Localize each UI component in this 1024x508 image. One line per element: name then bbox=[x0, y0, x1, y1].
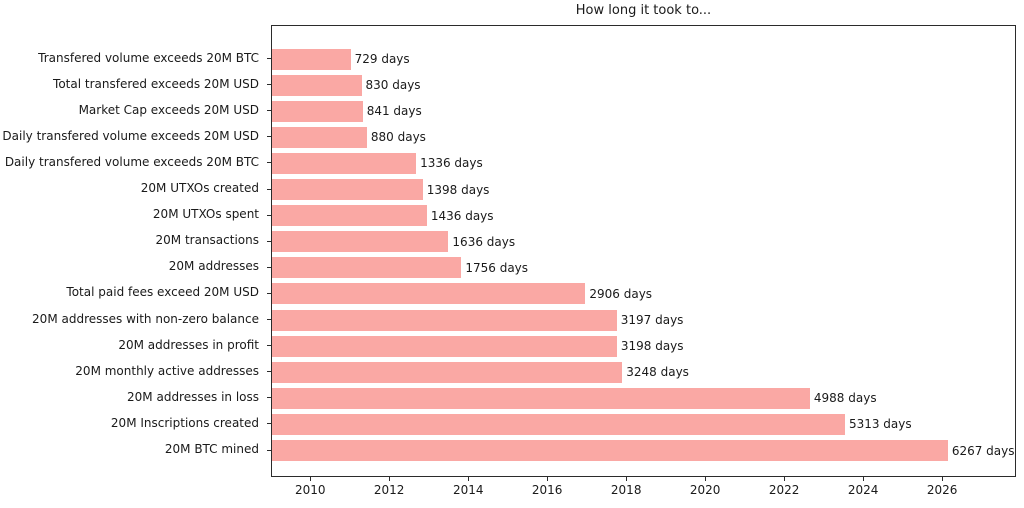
y-tick-mark bbox=[267, 136, 271, 138]
category-label: 20M UTXOs created bbox=[140, 181, 259, 195]
x-tick-mark bbox=[784, 477, 786, 481]
bar bbox=[272, 152, 417, 174]
bar-value-label: 1436 days bbox=[430, 208, 494, 223]
y-tick-mark bbox=[267, 58, 271, 59]
bar bbox=[272, 413, 845, 435]
y-tick-mark bbox=[267, 449, 271, 451]
bar-value-label: 5313 days bbox=[848, 417, 912, 432]
y-tick-mark bbox=[267, 423, 271, 425]
x-tick-label: 2010 bbox=[294, 483, 326, 497]
y-tick-mark bbox=[267, 266, 271, 268]
y-tick-mark bbox=[267, 292, 271, 294]
bar-value-label: 880 days bbox=[370, 130, 426, 145]
bar-value-label: 729 days bbox=[354, 52, 410, 66]
y-tick-mark bbox=[267, 188, 271, 190]
x-tick-label: 2012 bbox=[373, 483, 405, 497]
bar-value-label: 841 days bbox=[366, 104, 422, 119]
y-tick-mark bbox=[267, 319, 271, 320]
category-label: Transfered volume exceeds 20M BTC bbox=[38, 50, 259, 65]
bar-value-label: 3248 days bbox=[626, 365, 689, 380]
bar bbox=[272, 440, 948, 461]
category-label: 20M addresses with non-zero balance bbox=[32, 311, 259, 326]
bar bbox=[272, 335, 617, 357]
category-label: 20M BTC mined bbox=[164, 442, 259, 456]
bar-value-label: 2906 days bbox=[589, 286, 653, 301]
x-tick-mark bbox=[547, 477, 549, 481]
x-tick-label: 2022 bbox=[768, 483, 800, 497]
bar bbox=[272, 100, 363, 122]
x-tick-mark bbox=[468, 477, 470, 481]
bar bbox=[272, 283, 586, 305]
y-tick-mark bbox=[267, 371, 271, 373]
x-tick-mark bbox=[942, 477, 944, 481]
bar-value-label: 1336 days bbox=[420, 156, 483, 171]
bar bbox=[272, 48, 351, 70]
x-tick-mark bbox=[705, 477, 707, 481]
x-tick-label: 2016 bbox=[531, 483, 563, 497]
category-label: Daily transfered volume exceeds 20M BTC bbox=[4, 154, 259, 169]
y-tick-mark bbox=[267, 214, 271, 216]
y-tick-mark bbox=[267, 162, 271, 164]
x-tick-label: 2018 bbox=[610, 483, 642, 497]
bar-value-label: 830 days bbox=[365, 78, 421, 93]
bar bbox=[272, 387, 810, 409]
bar-value-label: 4988 days bbox=[813, 391, 877, 406]
bar bbox=[272, 309, 617, 331]
x-tick-mark bbox=[626, 477, 628, 481]
x-tick-label: 2024 bbox=[847, 483, 879, 497]
bar bbox=[272, 361, 623, 383]
bar-value-label: 6267 days bbox=[951, 443, 1015, 458]
category-label: Total transfered exceeds 20M USD bbox=[53, 76, 259, 91]
category-label: 20M UTXOs spent bbox=[152, 207, 259, 222]
bar bbox=[272, 257, 462, 279]
bar-value-label: 3197 days bbox=[620, 313, 684, 327]
y-tick-mark bbox=[267, 240, 271, 242]
bar-value-label: 1398 days bbox=[426, 182, 490, 197]
y-tick-mark bbox=[267, 110, 271, 112]
bar-value-label: 1636 days bbox=[452, 234, 516, 249]
x-tick-mark bbox=[863, 477, 865, 481]
plot-area: 729 days 830 days 841 days 880 days 1336 day… bbox=[271, 25, 1016, 477]
category-label: Market Cap exceeds 20M USD bbox=[78, 102, 259, 117]
bar bbox=[272, 205, 427, 227]
x-axis-ticks: 2010 2012 2014 2016 2018 2020 2022 2024 2026 bbox=[271, 477, 1016, 505]
y-axis-labels: Transfered volume exceeds 20M BTC Total t… bbox=[0, 0, 271, 508]
x-tick-mark bbox=[389, 477, 391, 481]
x-tick-label: 2020 bbox=[689, 483, 721, 497]
bar-value-label: 1756 days bbox=[465, 260, 529, 275]
category-label: 20M monthly active addresses bbox=[75, 363, 259, 378]
bar bbox=[272, 231, 449, 253]
category-label: 20M Inscriptions created bbox=[110, 415, 259, 430]
category-label: 20M addresses bbox=[168, 259, 259, 274]
x-tick-mark bbox=[310, 477, 312, 481]
category-label: Daily transfered volume exceeds 20M USD bbox=[2, 128, 259, 143]
bar bbox=[272, 74, 362, 96]
category-label: 20M transactions bbox=[155, 233, 259, 248]
x-tick-label: 2014 bbox=[452, 483, 484, 497]
bar-value-label: 3198 days bbox=[620, 339, 684, 354]
bar bbox=[272, 126, 367, 148]
category-label: 20M addresses in loss bbox=[127, 389, 259, 404]
y-tick-mark bbox=[267, 84, 271, 86]
chart-title: How long it took to... bbox=[575, 3, 712, 18]
y-tick-mark bbox=[267, 345, 271, 347]
x-tick-label: 2026 bbox=[926, 483, 958, 497]
y-tick-mark bbox=[267, 397, 271, 399]
bar bbox=[272, 179, 423, 200]
category-label: Total paid fees exceed 20M USD bbox=[66, 285, 259, 300]
category-label: 20M addresses in profit bbox=[118, 337, 259, 352]
